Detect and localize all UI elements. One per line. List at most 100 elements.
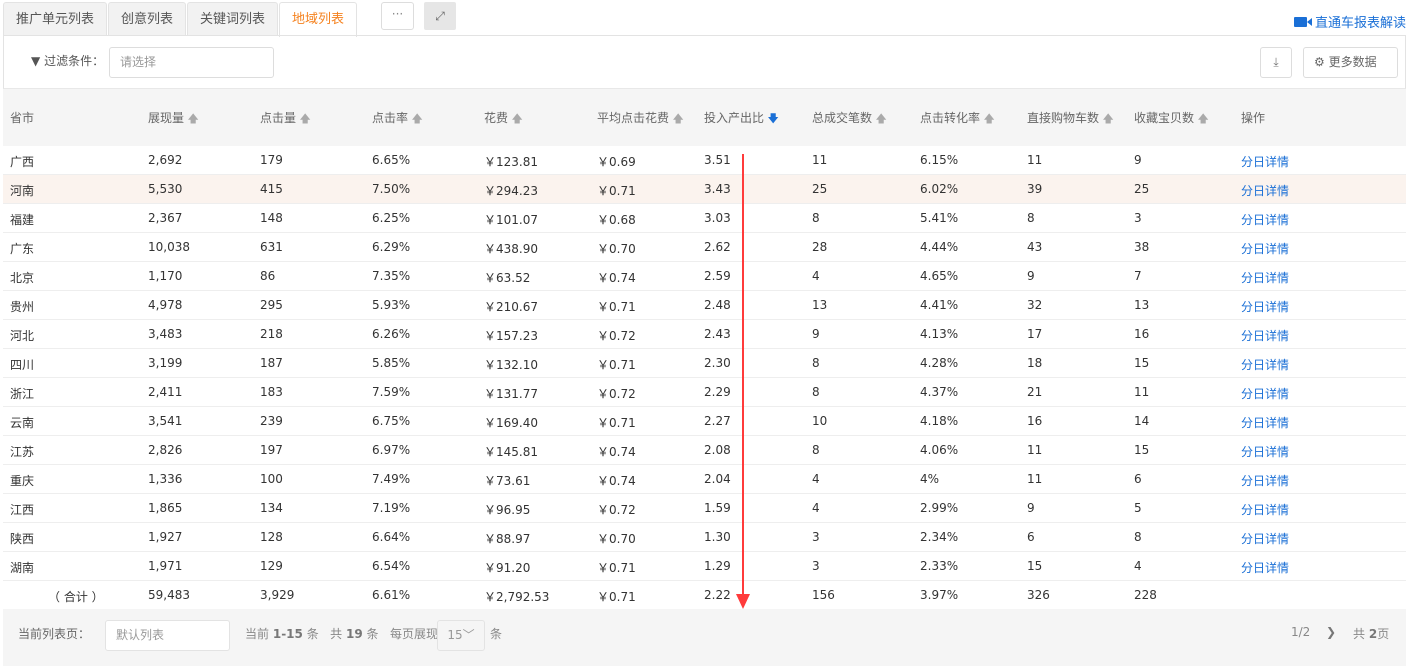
table-cell: 13 xyxy=(812,298,828,312)
column-header[interactable]: 点击转化率 🡅 xyxy=(920,109,995,129)
daily-detail-link[interactable]: 分日详情 xyxy=(1241,184,1290,198)
table-row: 江苏 2,826 197 6.97% ￥145.81 ￥0.74 2.08 8 4.06% 11 1… xyxy=(3,436,1406,465)
table-cell: 1,170 xyxy=(148,269,183,283)
table-cell: 江苏 xyxy=(10,445,35,459)
daily-detail-link[interactable]: 分日详情 xyxy=(1241,155,1290,169)
tab-2[interactable]: 关键词列表 xyxy=(187,2,279,36)
daily-detail-link[interactable]: 分日详情 xyxy=(1241,242,1290,256)
report-guide-link[interactable]: 直通车报表解读 xyxy=(1293,12,1406,31)
daily-detail-link[interactable]: 分日详情 xyxy=(1241,387,1290,401)
table-cell: 2.27 xyxy=(704,414,731,428)
daily-detail-link[interactable]: 分日详情 xyxy=(1241,271,1290,285)
filter-icon: ▼ xyxy=(31,54,41,68)
table-cell: ￥169.40 xyxy=(484,416,538,430)
column-header[interactable]: 花费 🡅 xyxy=(484,109,523,129)
filter-select[interactable]: 请选择 xyxy=(109,47,274,78)
per-page-select[interactable]: 15﹀ xyxy=(437,620,485,651)
daily-detail-link[interactable]: 分日详情 xyxy=(1241,532,1290,546)
daily-detail-link[interactable]: 分日详情 xyxy=(1241,416,1290,430)
table-cell: 1.29 xyxy=(704,559,731,573)
column-header[interactable]: 点击率 🡅 xyxy=(372,109,423,129)
filter-label: ▼ 过滤条件： xyxy=(31,52,104,69)
daily-detail-link[interactable]: 分日详情 xyxy=(1241,445,1290,459)
sort-asc-icon[interactable]: 🡅 xyxy=(508,112,523,125)
table-cell: 6.65% xyxy=(372,153,411,167)
sort-desc-icon[interactable]: 🡇 xyxy=(764,112,779,125)
video-camera-icon xyxy=(1293,16,1312,27)
table-cell: ￥0.70 xyxy=(597,242,636,256)
table-cell: 3.51 xyxy=(704,153,731,167)
download-icon: ⤓ xyxy=(1273,55,1279,69)
next-page-icon[interactable]: ❯ xyxy=(1326,625,1337,639)
column-header[interactable]: 直接购物车数 🡅 xyxy=(1027,109,1114,129)
table-cell: 326 xyxy=(1027,588,1050,602)
sort-asc-icon[interactable]: 🡅 xyxy=(184,112,199,125)
more-data-label: 更多数据 xyxy=(1328,55,1377,69)
table-cell: 7.19% xyxy=(372,501,411,515)
table-cell: 8 xyxy=(812,211,820,225)
table-cell: 6.61% xyxy=(372,588,411,602)
column-label: 总成交笔数 xyxy=(812,111,873,125)
table-cell: 4.13% xyxy=(920,327,959,341)
table-cell: ￥0.69 xyxy=(597,155,636,169)
table-cell: 4.06% xyxy=(920,443,959,457)
table-row: 四川 3,199 187 5.85% ￥132.10 ￥0.71 2.30 8 4.28% 18 1… xyxy=(3,349,1406,378)
table-cell: 8 xyxy=(812,356,820,370)
daily-detail-link[interactable]: 分日详情 xyxy=(1241,503,1290,517)
filter-label-text: 过滤条件： xyxy=(44,54,105,68)
sort-asc-icon[interactable]: 🡅 xyxy=(980,112,995,125)
tab-0[interactable]: 推广单元列表 xyxy=(3,2,108,36)
table-cell: ￥294.23 xyxy=(484,184,538,198)
column-header[interactable]: 点击量 🡅 xyxy=(260,109,311,129)
list-page-select[interactable]: 默认列表 xyxy=(105,620,230,651)
daily-detail-link[interactable]: 分日详情 xyxy=(1241,358,1290,372)
table-cell: ￥96.95 xyxy=(484,503,531,517)
more-data-button[interactable]: ⚙ 更多数据 xyxy=(1303,47,1398,78)
column-header[interactable]: 总成交笔数 🡅 xyxy=(812,109,887,129)
table-cell: 3 xyxy=(812,559,820,573)
table-cell: 1,971 xyxy=(148,559,183,573)
table-cell: 11 xyxy=(812,153,828,167)
range-info: 当前 1-15 条 共 19 条 每页展现 xyxy=(245,627,439,641)
daily-detail-link[interactable]: 分日详情 xyxy=(1241,329,1290,343)
sort-asc-icon[interactable]: 🡅 xyxy=(296,112,311,125)
table-cell: ￥73.61 xyxy=(484,474,531,488)
expand-icon[interactable]: ⤢ xyxy=(424,2,456,30)
column-header[interactable]: 投入产出比 🡇 xyxy=(704,109,779,129)
table-header: 省市 展现量 🡅 点击量 🡅 点击率 🡅 花费 🡅 平均点击花费 🡅 投入产出比 🡇 总成交笔… xyxy=(3,89,1406,146)
tab-3[interactable]: 地域列表 xyxy=(279,2,358,37)
sort-asc-icon[interactable]: 🡅 xyxy=(408,112,423,125)
daily-detail-link[interactable]: 分日详情 xyxy=(1241,213,1290,227)
table-cell: 1,865 xyxy=(148,501,183,515)
table-cell: 2.34% xyxy=(920,530,959,544)
table-row: 河北 3,483 218 6.26% ￥157.23 ￥0.72 2.43 9 4.13% 17 1… xyxy=(3,320,1406,349)
more-tabs-button[interactable]: ··· xyxy=(381,2,414,30)
download-button[interactable]: ⤓ xyxy=(1260,47,1292,78)
table-cell: 239 xyxy=(260,414,283,428)
table-cell: ￥0.70 xyxy=(597,532,636,546)
table-cell: 197 xyxy=(260,443,283,457)
table-row: 贵州 4,978 295 5.93% ￥210.67 ￥0.71 2.48 13 4.41% 32… xyxy=(3,291,1406,320)
sort-asc-icon[interactable]: 🡅 xyxy=(669,112,684,125)
table-cell: 6.26% xyxy=(372,327,411,341)
daily-detail-link[interactable]: 分日详情 xyxy=(1241,561,1290,575)
table-cell: ￥0.71 xyxy=(597,184,636,198)
per-page-suffix: 条 xyxy=(490,627,503,641)
column-header[interactable]: 平均点击花费 🡅 xyxy=(597,109,684,129)
sort-asc-icon[interactable]: 🡅 xyxy=(872,112,887,125)
table-cell: ￥0.72 xyxy=(597,387,636,401)
column-header[interactable]: 收藏宝贝数 🡅 xyxy=(1134,109,1209,129)
sort-asc-icon[interactable]: 🡅 xyxy=(1099,112,1114,125)
column-header[interactable]: 展现量 🡅 xyxy=(148,109,199,129)
table-row: 湖南 1,971 129 6.54% ￥91.20 ￥0.71 1.29 3 2.33% 15 4 分… xyxy=(3,552,1406,581)
tab-1[interactable]: 创意列表 xyxy=(108,2,187,36)
table-cell: 陕西 xyxy=(10,532,35,546)
table-cell: 3,929 xyxy=(260,588,295,602)
table-cell: 2,367 xyxy=(148,211,183,225)
daily-detail-link[interactable]: 分日详情 xyxy=(1241,300,1290,314)
table-cell: 1.59 xyxy=(704,501,731,515)
daily-detail-link[interactable]: 分日详情 xyxy=(1241,474,1290,488)
table-cell: 7.59% xyxy=(372,385,411,399)
table-row: 浙江 2,411 183 7.59% ￥131.77 ￥0.72 2.29 8 4.37% 21 1… xyxy=(3,378,1406,407)
sort-asc-icon[interactable]: 🡅 xyxy=(1194,112,1209,125)
